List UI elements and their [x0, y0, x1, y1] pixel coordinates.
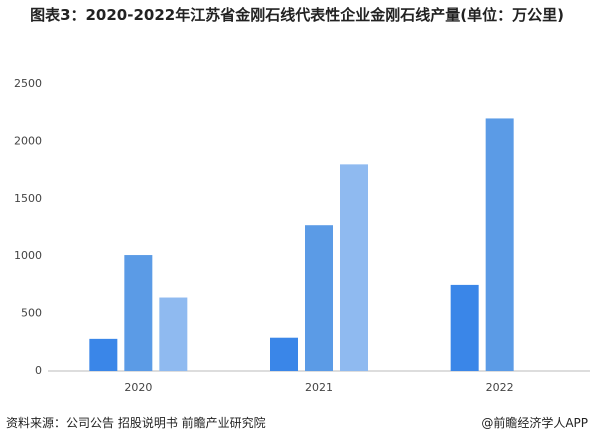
bar	[270, 337, 298, 371]
y-tick-label: 2500	[14, 77, 42, 90]
chart: 0 500 1000 1500 2000 2500 2020 2021 2022	[14, 77, 590, 394]
bar	[485, 118, 514, 371]
bar	[159, 297, 188, 371]
y-tick-label: 1500	[14, 192, 42, 205]
y-tick-label: 2000	[14, 134, 42, 147]
bar	[89, 338, 118, 371]
x-tick-label: 2022	[486, 381, 514, 394]
x-tick-label: 2021	[305, 381, 333, 394]
x-tick-label: 2020	[124, 381, 152, 394]
y-tick-label: 500	[21, 307, 42, 320]
bar	[305, 225, 333, 371]
y-tick-label: 1000	[14, 249, 42, 262]
chart-title: 图表3：2020-2022年江苏省金刚石线代表性企业金刚石线产量(单位：万公里)	[30, 6, 564, 24]
brand-note: @前瞻经济学人APP	[481, 416, 588, 430]
bar	[340, 164, 368, 371]
source-note: 资料来源：公司公告 招股说明书 前瞻产业研究院	[6, 416, 266, 430]
bar	[450, 284, 479, 371]
bar	[124, 255, 153, 371]
y-tick-label: 0	[35, 364, 42, 377]
